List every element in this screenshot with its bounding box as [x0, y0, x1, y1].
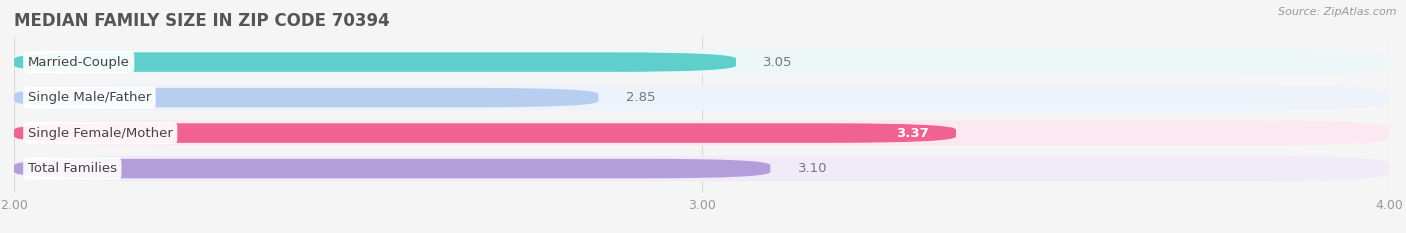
- Text: Single Female/Mother: Single Female/Mother: [28, 127, 173, 140]
- FancyBboxPatch shape: [14, 159, 770, 178]
- FancyBboxPatch shape: [14, 88, 599, 107]
- Text: MEDIAN FAMILY SIZE IN ZIP CODE 70394: MEDIAN FAMILY SIZE IN ZIP CODE 70394: [14, 12, 389, 30]
- Text: 3.10: 3.10: [797, 162, 827, 175]
- FancyBboxPatch shape: [14, 52, 735, 72]
- FancyBboxPatch shape: [14, 85, 1389, 110]
- FancyBboxPatch shape: [14, 49, 1389, 75]
- Text: 3.05: 3.05: [763, 56, 793, 69]
- FancyBboxPatch shape: [14, 120, 1389, 146]
- FancyBboxPatch shape: [14, 123, 956, 143]
- Text: Single Male/Father: Single Male/Father: [28, 91, 150, 104]
- Text: 2.85: 2.85: [626, 91, 655, 104]
- Text: Total Families: Total Families: [28, 162, 117, 175]
- Text: 3.37: 3.37: [896, 127, 928, 140]
- FancyBboxPatch shape: [14, 156, 1389, 181]
- Text: Source: ZipAtlas.com: Source: ZipAtlas.com: [1278, 7, 1396, 17]
- Text: Married-Couple: Married-Couple: [28, 56, 129, 69]
